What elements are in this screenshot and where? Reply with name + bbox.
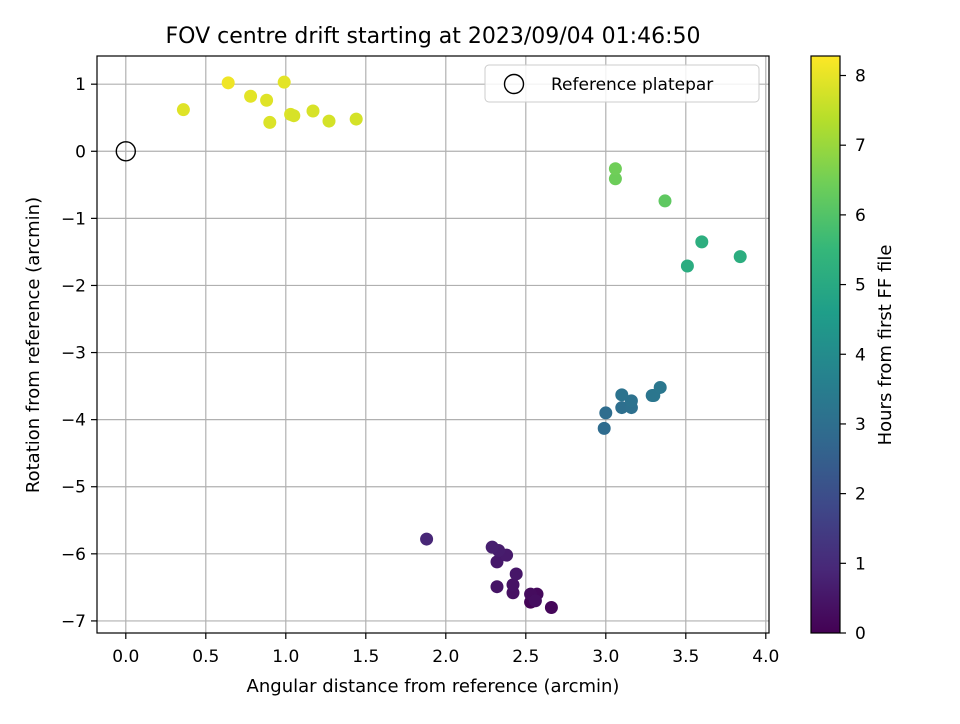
x-tick-label: 1.5 [352,647,379,667]
y-tick-label: −7 [61,612,86,632]
y-tick-label: −2 [61,276,86,296]
data-point [528,594,542,608]
scatter-points [115,75,747,615]
colorbar-tick-label: 7 [855,136,866,156]
y-tick-label: −3 [61,344,86,364]
colorbar-tick-label: 6 [855,206,866,226]
data-point [615,401,629,415]
chart-title: FOV centre drift starting at 2023/09/04 … [166,24,701,49]
data-point [263,115,277,129]
grid-lines [97,56,769,633]
data-point [176,103,190,117]
legend-marker [503,73,525,95]
colorbar-tick-label: 3 [855,415,866,435]
data-point [608,172,622,186]
colorbar-label: Hours from first FF file [875,245,896,446]
data-point [509,567,523,581]
data-point [277,75,291,89]
data-point [653,380,667,394]
data-point [733,250,747,264]
axes: 0.0 0.5 1.0 1.5 2.0 2.5 3.0 3.5 4.0 1 0 −1 −2 −3 −4 −5 −… [61,55,779,667]
x-axis-label: Angular distance from reference (arcmin) [247,676,620,697]
colorbar: 0 1 2 3 4 5 6 7 8 [810,55,866,644]
reference-point-marker [115,141,137,162]
colorbar-tick-label: 4 [855,345,866,365]
plot-frame [96,55,770,634]
legend: Reference platepar [484,64,760,103]
y-tick-label: −4 [61,411,86,431]
y-tick-label: −1 [61,209,86,229]
colorbar-tick-label: 5 [855,276,866,296]
colorbar-tick-label: 0 [855,624,866,644]
y-tick-label: −6 [61,545,86,565]
x-tick-label: 4.0 [752,647,779,667]
data-point [615,388,629,402]
legend-box [484,64,760,103]
y-tick-label: 1 [75,75,86,95]
colorbar-tick-label: 8 [855,67,866,87]
data-point [506,578,520,592]
data-point [544,601,558,615]
y-axis-label: Rotation from reference (arcmin) [23,197,44,493]
data-point [599,406,613,420]
data-point [306,104,320,118]
x-tick-label: 0.5 [192,647,219,667]
data-point [420,532,434,546]
data-point [624,394,638,408]
colorbar-gradient [810,55,841,634]
data-point [597,421,611,435]
x-tick-label: 3.5 [672,647,699,667]
colorbar-tick-label: 1 [855,554,866,574]
x-tick-label: 1.0 [272,647,299,667]
data-point [349,112,363,126]
data-point [260,93,274,107]
data-point [680,259,694,273]
data-point [695,235,709,249]
x-tick-label: 2.0 [432,647,459,667]
data-point [221,76,235,90]
data-point [287,109,301,123]
data-point [244,89,258,103]
data-point [485,540,499,554]
x-tick-label: 0.0 [112,647,139,667]
data-point [490,555,504,569]
data-point [490,580,504,594]
legend-label: Reference platepar [551,75,713,95]
x-tick-label: 3.0 [592,647,619,667]
colorbar-tick-label: 2 [855,485,866,505]
data-point [658,194,672,208]
x-tick-label: 2.5 [512,647,539,667]
y-tick-label: −5 [61,478,86,498]
data-point [608,162,622,176]
y-tick-label: 0 [75,142,86,162]
data-point [322,114,336,128]
